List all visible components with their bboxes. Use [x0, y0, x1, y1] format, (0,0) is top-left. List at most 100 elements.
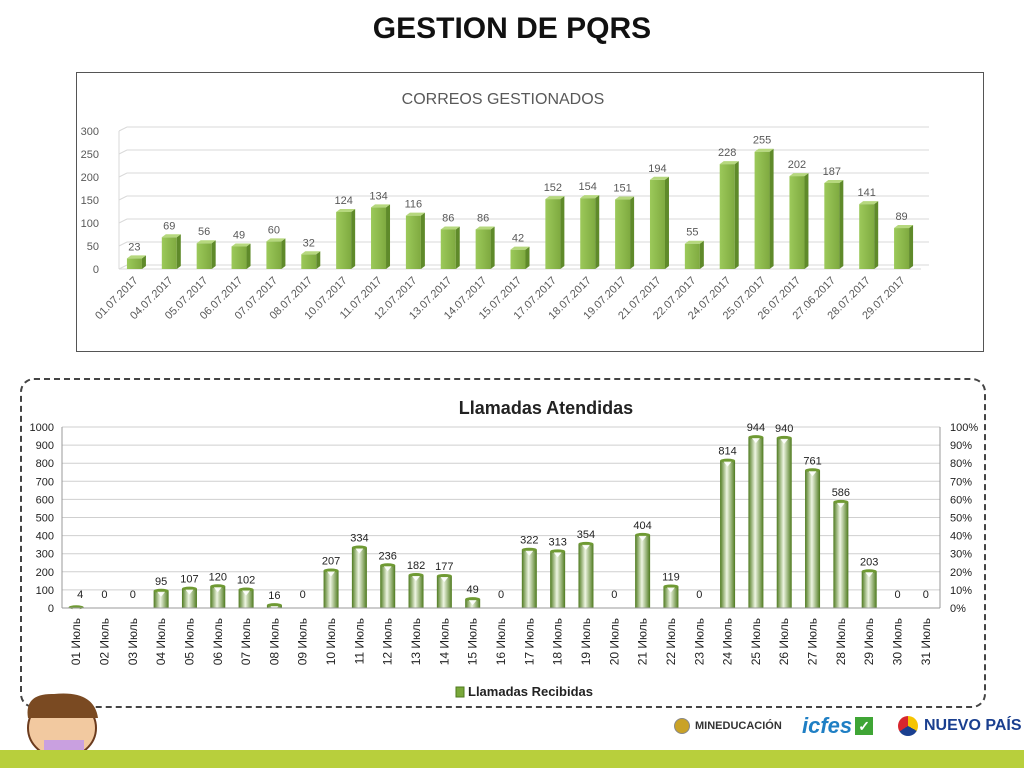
- y-tick-label: 0: [48, 603, 54, 615]
- bar: [181, 588, 197, 608]
- bar: [805, 470, 821, 608]
- bar-side: [630, 196, 635, 269]
- y-tick-label: 100: [36, 585, 54, 597]
- data-label: 56: [198, 226, 210, 238]
- x-tick-label: 14 Июль: [437, 618, 451, 665]
- bar: [776, 437, 792, 608]
- y-tick-label: 500: [36, 513, 54, 525]
- bar-top: [301, 251, 321, 255]
- bar-side: [141, 255, 146, 269]
- bar-cap: [776, 435, 792, 440]
- bar: [635, 534, 651, 608]
- bar-top: [684, 240, 704, 244]
- data-label: 42: [512, 233, 524, 245]
- data-label: 586: [832, 487, 850, 499]
- bar-top: [336, 208, 356, 212]
- data-label: 69: [163, 220, 175, 232]
- data-label: 0: [498, 589, 504, 601]
- y2-tick-label: 50%: [950, 513, 972, 525]
- y-tick-label: 200: [36, 567, 54, 579]
- x-tick-label: 23 Июль: [692, 618, 706, 665]
- bar-marker: [865, 572, 874, 578]
- bar: [684, 243, 700, 269]
- bar-side: [490, 226, 495, 269]
- x-tick-label: 18 Июль: [551, 618, 565, 665]
- icfes-text: icfes: [802, 713, 853, 738]
- y-tick-label: 400: [36, 531, 54, 543]
- y-tick-label: 150: [81, 195, 99, 207]
- bar-marker: [72, 608, 81, 614]
- data-label: 228: [718, 147, 736, 159]
- bar-top: [580, 195, 600, 199]
- x-tick-label: 06 Июль: [211, 618, 225, 665]
- bar-side: [176, 234, 181, 269]
- bar-top: [126, 255, 146, 259]
- bar-marker: [242, 590, 251, 596]
- bar: [475, 229, 491, 269]
- bar-side: [316, 251, 321, 269]
- check-icon: ✓: [855, 717, 874, 735]
- llamadas-chart-panel: Llamadas Atendidas 0 0% 100 10% 200 20% 300 30% 4…: [20, 378, 986, 708]
- x-tick-label: 09 Июль: [296, 618, 310, 665]
- bar: [153, 590, 169, 608]
- grid-line-diag: [118, 172, 128, 178]
- bar-side: [420, 212, 425, 269]
- llamadas-chart: Llamadas Atendidas 0 0% 100 10% 200 20% 300 30% 4…: [30, 398, 979, 699]
- bar-marker: [270, 606, 279, 612]
- bar-top: [824, 179, 844, 183]
- data-label: 86: [442, 212, 454, 224]
- data-label: 194: [648, 163, 666, 175]
- mineducacion-text: MINEDUCACIÓN: [695, 720, 782, 732]
- bar-cap: [635, 532, 651, 537]
- bar-side: [211, 240, 216, 269]
- data-label: 141: [858, 187, 876, 199]
- bar-top: [440, 226, 460, 230]
- x-tick-label: 25 Июль: [749, 618, 763, 665]
- data-label: 119: [662, 571, 680, 583]
- y-tick-label: 800: [36, 458, 54, 470]
- bar-side: [246, 243, 251, 269]
- data-label: 761: [803, 455, 821, 467]
- data-label: 944: [747, 422, 765, 434]
- bar: [440, 229, 456, 269]
- bar-cap: [748, 435, 764, 440]
- bar: [323, 570, 339, 608]
- data-label: 124: [334, 195, 352, 207]
- y-tick-label: 700: [36, 476, 54, 488]
- y2-tick-label: 80%: [950, 458, 972, 470]
- data-label: 313: [548, 536, 566, 548]
- y2-tick-label: 20%: [950, 567, 972, 579]
- data-label: 0: [300, 589, 306, 601]
- x-tick-label: 16 Июль: [494, 618, 508, 665]
- x-tick-label: 04 Июль: [154, 618, 168, 665]
- y2-tick-label: 60%: [950, 494, 972, 506]
- bar-side: [734, 161, 739, 269]
- legend-label: Llamadas Recibidas: [468, 684, 593, 699]
- data-label: 154: [579, 181, 597, 193]
- y-tick-label: 300: [36, 549, 54, 561]
- data-label: 55: [686, 227, 698, 239]
- bar: [894, 228, 910, 269]
- data-label: 102: [237, 575, 255, 587]
- x-tick-label: 05 Июль: [182, 618, 196, 665]
- bar-top: [266, 238, 286, 242]
- bar-cap: [465, 597, 481, 602]
- bar-top: [615, 196, 635, 200]
- data-label: 32: [303, 237, 315, 249]
- bar: [754, 151, 770, 269]
- kid-illustration: [27, 693, 98, 750]
- bar-marker: [780, 438, 789, 444]
- y-tick-label: 250: [81, 149, 99, 161]
- flag-icon: [898, 716, 918, 736]
- data-label: 4: [77, 589, 83, 601]
- y2-tick-label: 90%: [950, 440, 972, 452]
- bar-side: [455, 226, 460, 269]
- data-label: 60: [268, 224, 280, 236]
- bar-marker: [638, 535, 647, 541]
- bar: [861, 571, 877, 608]
- y-tick-label: 200: [81, 172, 99, 184]
- data-label: 255: [753, 135, 771, 147]
- bar: [748, 437, 764, 608]
- grid-line-diag: [118, 264, 128, 270]
- bar-cap: [833, 499, 849, 504]
